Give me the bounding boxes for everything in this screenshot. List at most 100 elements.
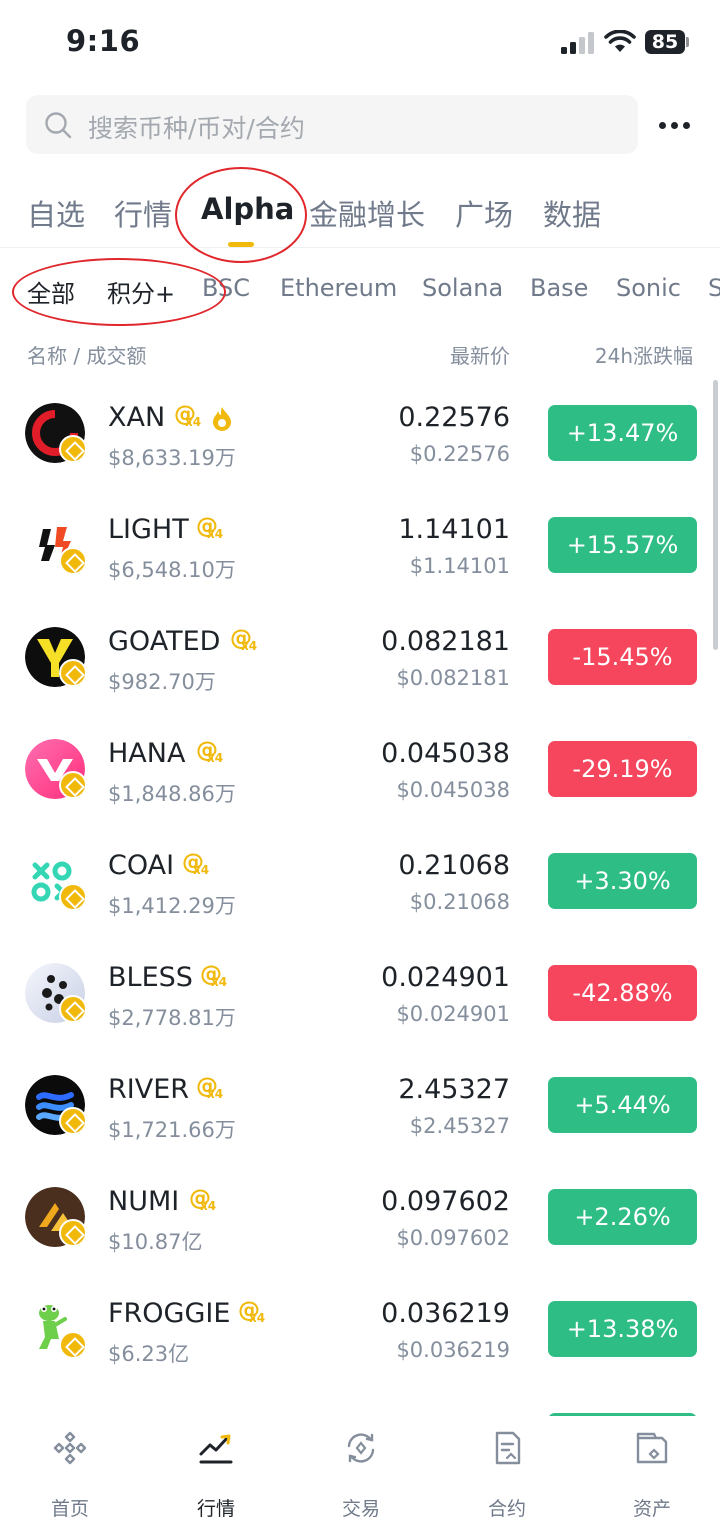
nav-label: 首页 [50, 1498, 89, 1520]
coin-symbol: RIVER [108, 1074, 190, 1105]
bnb-chain-badge-icon [59, 1331, 87, 1359]
coin-volume: $2,778.81万 [108, 1006, 236, 1030]
trade-icon [347, 1433, 375, 1463]
nav-label: 交易 [341, 1498, 380, 1520]
bnb-chain-badge-icon [59, 547, 87, 575]
alpha-points-x4-icon: @ x4 [196, 514, 224, 541]
tab-favorites[interactable]: 自选 [27, 198, 86, 232]
search-placeholder: 搜索币种/币对/合约 [88, 114, 305, 143]
change-badge[interactable]: +2.26% [548, 1189, 697, 1245]
nav-label: 行情 [196, 1498, 235, 1520]
filter-sonic[interactable]: Sonic [616, 274, 681, 302]
change-badge[interactable]: -15.45% [548, 629, 697, 685]
change-badge[interactable]: +3.30% [548, 853, 697, 909]
tab-square[interactable]: 广场 [455, 198, 514, 232]
coin-row-froggie[interactable]: FROGGIE @ x4 $6.23亿 0.036219 $0.036219 +1… [0, 1272, 720, 1384]
coin-price: 0.045038 [381, 738, 510, 769]
coin-row-xan[interactable]: XAN @ x4 $8,633.19万 0.22576 $0.22576 +13.… [0, 376, 720, 488]
scrollbar[interactable] [713, 380, 718, 650]
nav-trade[interactable]: 交易 [311, 1430, 411, 1520]
change-badge[interactable]: -42.88% [548, 965, 697, 1021]
coin-symbol: GOATED [108, 626, 221, 657]
tab-alpha[interactable]: Alpha [201, 192, 295, 226]
nav-label: 合约 [487, 1498, 526, 1520]
coin-volume: $10.87亿 [108, 1230, 203, 1254]
filter-ethereum[interactable]: Ethereum [280, 274, 398, 302]
filter-points[interactable]: 积分+ [107, 280, 176, 308]
coin-price-usd: $0.024901 [396, 1002, 510, 1026]
filter-base[interactable]: Base [530, 274, 589, 302]
coin-price: 2.45327 [398, 1074, 510, 1105]
coin-price-usd: $0.22576 [409, 442, 510, 466]
coin-price: 0.22576 [398, 402, 510, 433]
tab-finance-growth[interactable]: 金融增长 [309, 198, 426, 232]
status-time: 9:16 [66, 24, 141, 58]
coin-price-usd: $2.45327 [409, 1114, 510, 1138]
coin-row-partial[interactable] [0, 1384, 720, 1416]
wallet-icon [636, 1432, 668, 1464]
coin-row-light[interactable]: LIGHT @ x4 $6,548.10万 1.14101 $1.14101 +1… [0, 488, 720, 600]
coin-row-hana[interactable]: HANA @ x4 $1,848.86万 0.045038 $0.045038 -… [0, 712, 720, 824]
change-badge[interactable] [548, 1413, 697, 1416]
coin-symbol: FROGGIE [108, 1298, 231, 1329]
header-change[interactable]: 24h涨跌幅 [594, 344, 693, 368]
alpha-points-x4-icon: @ x4 [196, 738, 224, 765]
bottom-nav: 首页 行情 交易 合约 资产 [0, 1416, 720, 1536]
nav-home[interactable]: 首页 [20, 1430, 120, 1520]
header-name-volume[interactable]: 名称 / 成交额 [27, 344, 147, 368]
coin-volume: $982.70万 [108, 670, 216, 694]
more-options-icon[interactable] [650, 106, 700, 144]
search-input[interactable]: 搜索币种/币对/合约 [26, 95, 638, 154]
coin-volume: $1,721.66万 [108, 1118, 236, 1142]
coin-row-coai[interactable]: COAI @ x4 $1,412.29万 0.21068 $0.21068 +3.… [0, 824, 720, 936]
change-badge[interactable]: +15.57% [548, 517, 697, 573]
coin-price-usd: $0.082181 [396, 666, 510, 690]
nav-assets[interactable]: 资产 [602, 1430, 702, 1520]
chain-filter-tabs: 全部 积分+ BSC Ethereum Solana Base Sonic S [0, 266, 720, 316]
markets-icon [199, 1434, 233, 1464]
filter-solana[interactable]: Solana [422, 274, 504, 302]
home-icon [53, 1431, 87, 1465]
list-header: 名称 / 成交额 最新价 24h涨跌幅 [0, 338, 720, 370]
change-badge[interactable]: +5.44% [548, 1077, 697, 1133]
coin-symbol: COAI [108, 850, 175, 881]
nav-futures[interactable]: 合约 [457, 1430, 557, 1520]
coin-symbol: XAN [108, 402, 166, 433]
futures-icon [495, 1431, 521, 1465]
coin-price-usd: $1.14101 [409, 554, 510, 578]
cellular-signal-icon [561, 32, 594, 54]
coin-list: XAN @ x4 $8,633.19万 0.22576 $0.22576 +13.… [0, 376, 720, 1416]
alpha-points-x4-icon: @ x4 [196, 1074, 224, 1101]
tab-markets[interactable]: 行情 [114, 198, 173, 232]
coin-price: 0.082181 [381, 626, 510, 657]
coin-price-usd: $0.097602 [396, 1226, 510, 1250]
active-tab-indicator [228, 242, 254, 247]
hot-flame-icon [213, 407, 231, 431]
main-tabs: 自选 行情 Alpha 金融增长 广场 数据 [0, 180, 720, 248]
coin-symbol: BLESS [108, 962, 193, 993]
change-badge[interactable]: +13.38% [548, 1301, 697, 1357]
tab-data[interactable]: 数据 [543, 198, 602, 232]
coin-row-goated[interactable]: GOATED @ x4 $982.70万 0.082181 $0.082181 -… [0, 600, 720, 712]
bnb-chain-badge-icon [59, 659, 87, 687]
change-badge[interactable]: -29.19% [548, 741, 697, 797]
coin-volume: $6,548.10万 [108, 558, 236, 582]
filter-more[interactable]: S [708, 274, 720, 302]
filter-bsc[interactable]: BSC [202, 274, 251, 302]
coin-row-bless[interactable]: BLESS @ x4 $2,778.81万 0.024901 $0.024901 … [0, 936, 720, 1048]
header-price[interactable]: 最新价 [450, 344, 510, 368]
coin-row-river[interactable]: RIVER @ x4 $1,721.66万 2.45327 $2.45327 +5… [0, 1048, 720, 1160]
change-badge[interactable]: +13.47% [548, 405, 697, 461]
coin-row-numi[interactable]: NUMI @ x4 $10.87亿 0.097602 $0.097602 +2.2… [0, 1160, 720, 1272]
coin-price-usd: $0.045038 [396, 778, 510, 802]
bnb-chain-badge-icon [59, 771, 87, 799]
bnb-chain-badge-icon [59, 1219, 87, 1247]
nav-markets[interactable]: 行情 [166, 1430, 266, 1520]
coin-price-usd: $0.036219 [396, 1338, 510, 1362]
coin-price: 0.21068 [398, 850, 510, 881]
alpha-points-x4-icon: @ x4 [182, 850, 210, 877]
alpha-points-x4-icon: @ x4 [238, 1298, 266, 1325]
coin-volume: $1,848.86万 [108, 782, 236, 806]
coin-price: 0.036219 [381, 1298, 510, 1329]
filter-all[interactable]: 全部 [27, 280, 75, 308]
